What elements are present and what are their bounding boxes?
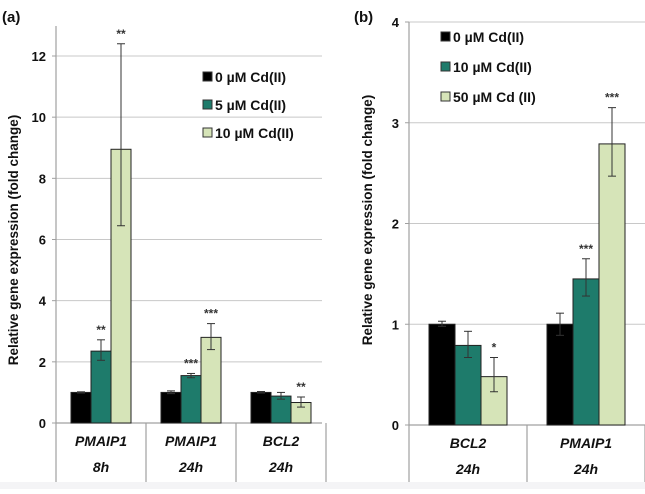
y-axis-label: Relative gene expression (fold change) [360,95,375,346]
legend-swatch [440,61,451,72]
bar-10-m-cd-ii- [572,278,600,426]
significance-label: * [492,340,497,354]
y-tick-label: 6 [39,233,46,248]
bar-10-m-cd-ii- [454,344,482,426]
significance-label: ** [116,27,126,41]
bar-10-m-cd-ii- [200,336,222,424]
y-tick-label: 2 [39,355,46,370]
y-tick-label: 2 [392,217,399,232]
x-category-time: 24h [178,459,203,475]
bar-0-m-cd-ii- [70,391,92,424]
legend-swatch [202,127,213,138]
x-category-time: 8h [93,459,109,475]
x-category-gene: PMAIP1 [165,433,217,449]
legend-swatch [202,99,213,110]
bar-50-m-cd-ii- [598,143,626,426]
y-tick-label: 8 [39,171,46,186]
panel-b: (b) 0 1 2 3 4 Relative gene expression (fold c… [354,9,645,482]
bar-0-m-cd-ii- [250,391,272,424]
legend-label: 10 µM Cd(II) [215,125,294,141]
significance-label: *** [204,307,218,321]
legend-label: 50 µM Cd (II) [453,89,536,105]
panel-a: (a) 0 2 4 6 8 10 12 Relative gene expression (fo… [2,9,327,482]
x-category-gene: PMAIP1 [75,433,127,449]
y-tick-label: 10 [32,110,46,125]
panel-label: (b) [354,9,373,26]
y-tick-label: 4 [392,15,400,30]
x-category-gene: BCL2 [450,435,487,451]
x-category-gene: BCL2 [263,433,300,449]
legend-label: 5 µM Cd(II) [215,97,286,113]
y-tick-label: 12 [32,49,46,64]
y-tick-label: 3 [392,116,399,131]
legend-label: 0 µM Cd(II) [453,29,524,45]
bar-0-m-cd-ii- [428,323,456,426]
x-category-gene: PMAIP1 [560,435,612,451]
legend-label: 10 µM Cd(II) [453,59,532,75]
bar-0-m-cd-ii- [546,323,574,426]
y-tick-label: 0 [392,418,399,433]
x-category-time: 24h [455,461,480,477]
legend-swatch [202,71,213,82]
significance-label: ** [296,380,306,394]
bar-0-m-cd-ii- [160,391,182,424]
y-tick-label: 1 [392,317,399,332]
y-axis-label: Relative gene expression (fold change) [6,115,21,366]
significance-label: *** [184,356,198,370]
significance-label: ** [96,323,106,337]
x-category-time: 24h [268,459,293,475]
bar-5-m-cd-ii- [90,350,112,424]
legend-swatch [440,91,451,102]
significance-label: *** [605,91,619,105]
legend-label: 0 µM Cd(II) [215,69,286,85]
y-tick-label: 0 [39,416,46,431]
significance-label: *** [579,242,593,256]
y-tick-label: 4 [39,294,47,309]
bar-5-m-cd-ii- [180,375,202,424]
legend-swatch [440,31,451,42]
legend: 0 µM Cd(II) 5 µM Cd(II) 10 µM Cd(II) [202,69,294,141]
legend: 0 µM Cd(II) 10 µM Cd(II) 50 µM Cd (II) [440,29,536,105]
x-category-time: 24h [573,461,598,477]
bottom-strip [0,482,645,489]
bar-5-m-cd-ii- [270,395,292,424]
panel-label: (a) [2,9,20,26]
